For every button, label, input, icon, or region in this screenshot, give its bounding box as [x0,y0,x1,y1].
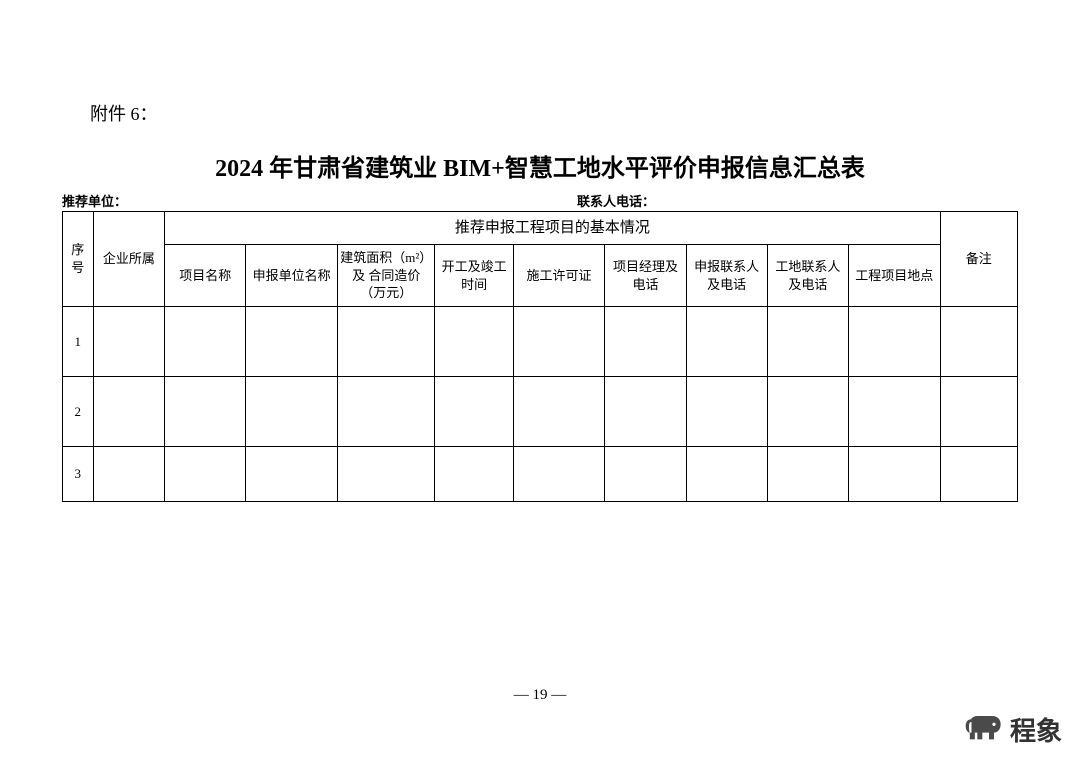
col-report-unit-name: 申报单位名称 [246,245,338,307]
cell [246,446,338,501]
top-labels-row: 推荐单位： 联系人电话： [62,191,1018,210]
attachment-label: 附件 6： [90,100,1018,126]
summary-table: 序号 企业所属 推荐申报工程项目的基本情况 备注 项目名称 申报单位名称 建筑面… [62,211,1018,502]
watermark-logo: 程象 [964,711,1062,748]
cell [513,376,605,446]
cell [93,446,165,501]
col-permit: 施工许可证 [513,245,605,307]
cell [686,306,767,376]
cell [940,446,1017,501]
col-report-contact: 申报联系人及电话 [686,245,767,307]
cell-seq: 2 [63,376,94,446]
col-site-contact: 工地联系人及电话 [767,245,848,307]
col-project-location: 工程项目地点 [848,245,940,307]
watermark-text: 程象 [1010,711,1062,748]
cell-seq: 3 [63,446,94,501]
col-enterprise: 企业所属 [93,212,165,307]
document-page: 附件 6： 2024 年甘肃省建筑业 BIM+智慧工地水平评价申报信息汇总表 推… [0,0,1080,502]
cell [848,306,940,376]
cell [93,306,165,376]
cell [165,446,246,501]
page-number: — 19 — [0,687,1080,704]
cell [686,446,767,501]
cell [338,306,435,376]
col-pm-phone: 项目经理及电话 [605,245,686,307]
cell [165,306,246,376]
table-header-row-1: 序号 企业所属 推荐申报工程项目的基本情况 备注 [63,212,1018,245]
cell [848,376,940,446]
cell [767,306,848,376]
elephant-icon [964,711,1004,748]
col-seq: 序号 [63,212,94,307]
recommend-unit-label: 推荐单位： [62,191,127,210]
cell [767,446,848,501]
table-header-row-2: 项目名称 申报单位名称 建筑面积（m²）及 合同造价（万元） 开工及竣工时间 施… [63,245,1018,307]
cell [338,446,435,501]
contact-phone-label: 联系人电话： [577,191,655,210]
cell [605,446,686,501]
cell [848,446,940,501]
cell [767,376,848,446]
table-row: 3 [63,446,1018,501]
cell [940,376,1017,446]
cell [605,306,686,376]
cell [246,376,338,446]
col-start-end-time: 开工及竣工时间 [435,245,513,307]
col-project-name: 项目名称 [165,245,246,307]
cell [605,376,686,446]
cell [435,306,513,376]
cell [165,376,246,446]
cell [246,306,338,376]
page-title: 2024 年甘肃省建筑业 BIM+智慧工地水平评价申报信息汇总表 [62,148,1018,183]
col-group: 推荐申报工程项目的基本情况 [165,212,940,245]
cell [686,376,767,446]
col-area-cost: 建筑面积（m²）及 合同造价（万元） [338,245,435,307]
cell [93,376,165,446]
cell-seq: 1 [63,306,94,376]
table-row: 1 [63,306,1018,376]
cell [513,446,605,501]
table-row: 2 [63,376,1018,446]
cell [435,376,513,446]
cell [513,306,605,376]
cell [338,376,435,446]
col-remark: 备注 [940,212,1017,307]
cell [435,446,513,501]
cell [940,306,1017,376]
